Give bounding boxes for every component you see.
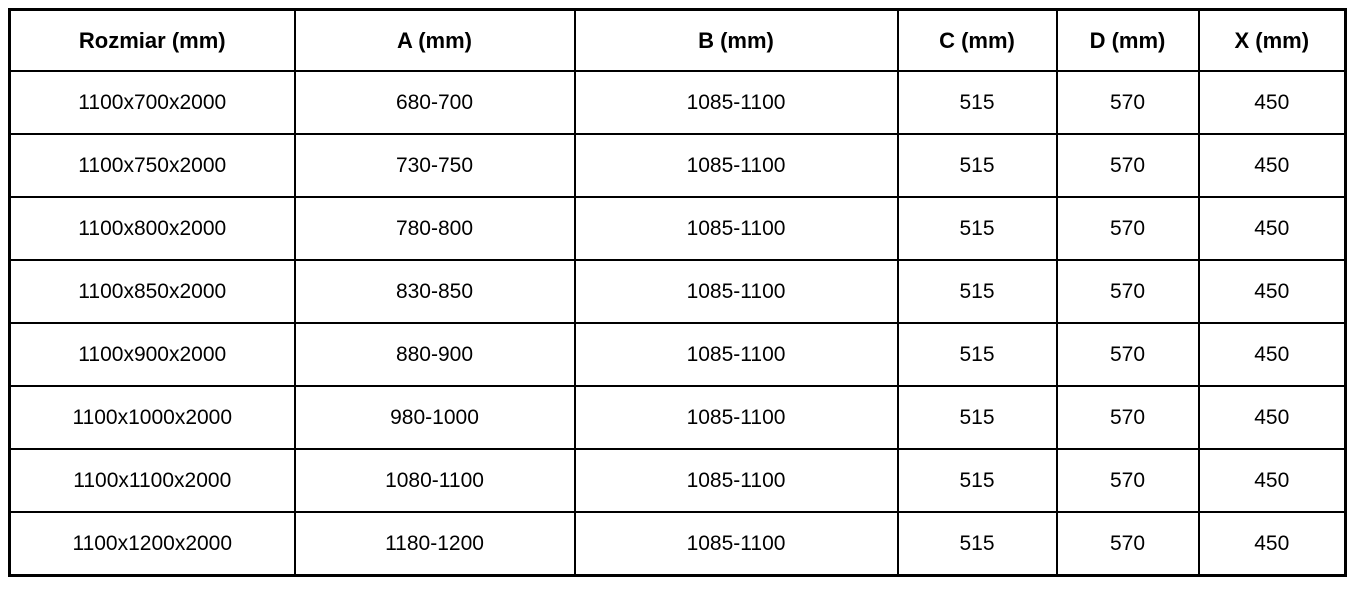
table-cell: 570 bbox=[1055, 322, 1200, 387]
table-cell: 680-700 bbox=[293, 70, 576, 135]
table-cell: 450 bbox=[1197, 70, 1347, 135]
header-cell-d: D (mm) bbox=[1055, 8, 1200, 72]
table-row: 1100x750x2000 730-750 1085-1100 515 570 … bbox=[8, 133, 1347, 198]
table-cell: 1180-1200 bbox=[293, 511, 576, 577]
table-cell: 1085-1100 bbox=[573, 385, 899, 450]
table-cell: 780-800 bbox=[293, 196, 576, 261]
size-spec-table: Rozmiar (mm) A (mm) B (mm) C (mm) D (mm)… bbox=[8, 8, 1347, 577]
table-cell: 515 bbox=[896, 196, 1058, 261]
table-cell: 515 bbox=[896, 259, 1058, 324]
table-row: 1100x850x2000 830-850 1085-1100 515 570 … bbox=[8, 259, 1347, 324]
table-row: 1100x1100x2000 1080-1100 1085-1100 515 5… bbox=[8, 448, 1347, 513]
table-cell: 1085-1100 bbox=[573, 511, 899, 577]
table-cell: 515 bbox=[896, 511, 1058, 577]
table-cell: 1085-1100 bbox=[573, 133, 899, 198]
table-cell: 1100x1100x2000 bbox=[8, 448, 296, 513]
table-row: 1100x900x2000 880-900 1085-1100 515 570 … bbox=[8, 322, 1347, 387]
table-cell: 450 bbox=[1197, 259, 1347, 324]
table-row: 1100x800x2000 780-800 1085-1100 515 570 … bbox=[8, 196, 1347, 261]
table-cell: 570 bbox=[1055, 133, 1200, 198]
table-cell: 1080-1100 bbox=[293, 448, 576, 513]
table-cell: 1085-1100 bbox=[573, 259, 899, 324]
table-cell: 570 bbox=[1055, 511, 1200, 577]
table-cell: 570 bbox=[1055, 448, 1200, 513]
table-cell: 450 bbox=[1197, 133, 1347, 198]
table-cell: 880-900 bbox=[293, 322, 576, 387]
table-cell: 570 bbox=[1055, 196, 1200, 261]
table-cell: 450 bbox=[1197, 385, 1347, 450]
table-cell: 1100x800x2000 bbox=[8, 196, 296, 261]
header-cell-a: A (mm) bbox=[293, 8, 576, 72]
table-row: 1100x1200x2000 1180-1200 1085-1100 515 5… bbox=[8, 511, 1347, 577]
table-cell: 980-1000 bbox=[293, 385, 576, 450]
table-cell: 1085-1100 bbox=[573, 70, 899, 135]
table-cell: 830-850 bbox=[293, 259, 576, 324]
table-cell: 1100x1000x2000 bbox=[8, 385, 296, 450]
table-cell: 1100x1200x2000 bbox=[8, 511, 296, 577]
header-cell-x: X (mm) bbox=[1197, 8, 1347, 72]
table-row: 1100x1000x2000 980-1000 1085-1100 515 57… bbox=[8, 385, 1347, 450]
table-cell: 515 bbox=[896, 448, 1058, 513]
header-cell-c: C (mm) bbox=[896, 8, 1058, 72]
table-cell: 450 bbox=[1197, 322, 1347, 387]
table-cell: 1100x900x2000 bbox=[8, 322, 296, 387]
table-cell: 515 bbox=[896, 322, 1058, 387]
table-cell: 515 bbox=[896, 385, 1058, 450]
table-cell: 515 bbox=[896, 70, 1058, 135]
table-cell: 515 bbox=[896, 133, 1058, 198]
table-cell: 570 bbox=[1055, 70, 1200, 135]
table-cell: 1085-1100 bbox=[573, 196, 899, 261]
table-cell: 450 bbox=[1197, 511, 1347, 577]
table-cell: 1100x700x2000 bbox=[8, 70, 296, 135]
header-cell-rozmiar: Rozmiar (mm) bbox=[8, 8, 296, 72]
table-cell: 570 bbox=[1055, 385, 1200, 450]
table-cell: 1100x850x2000 bbox=[8, 259, 296, 324]
table-cell: 570 bbox=[1055, 259, 1200, 324]
table-cell: 1100x750x2000 bbox=[8, 133, 296, 198]
table-row: 1100x700x2000 680-700 1085-1100 515 570 … bbox=[8, 70, 1347, 135]
table-cell: 730-750 bbox=[293, 133, 576, 198]
table-cell: 1085-1100 bbox=[573, 448, 899, 513]
table-cell: 450 bbox=[1197, 196, 1347, 261]
table-cell: 450 bbox=[1197, 448, 1347, 513]
header-row: Rozmiar (mm) A (mm) B (mm) C (mm) D (mm)… bbox=[8, 8, 1347, 72]
header-cell-b: B (mm) bbox=[573, 8, 899, 72]
table-cell: 1085-1100 bbox=[573, 322, 899, 387]
